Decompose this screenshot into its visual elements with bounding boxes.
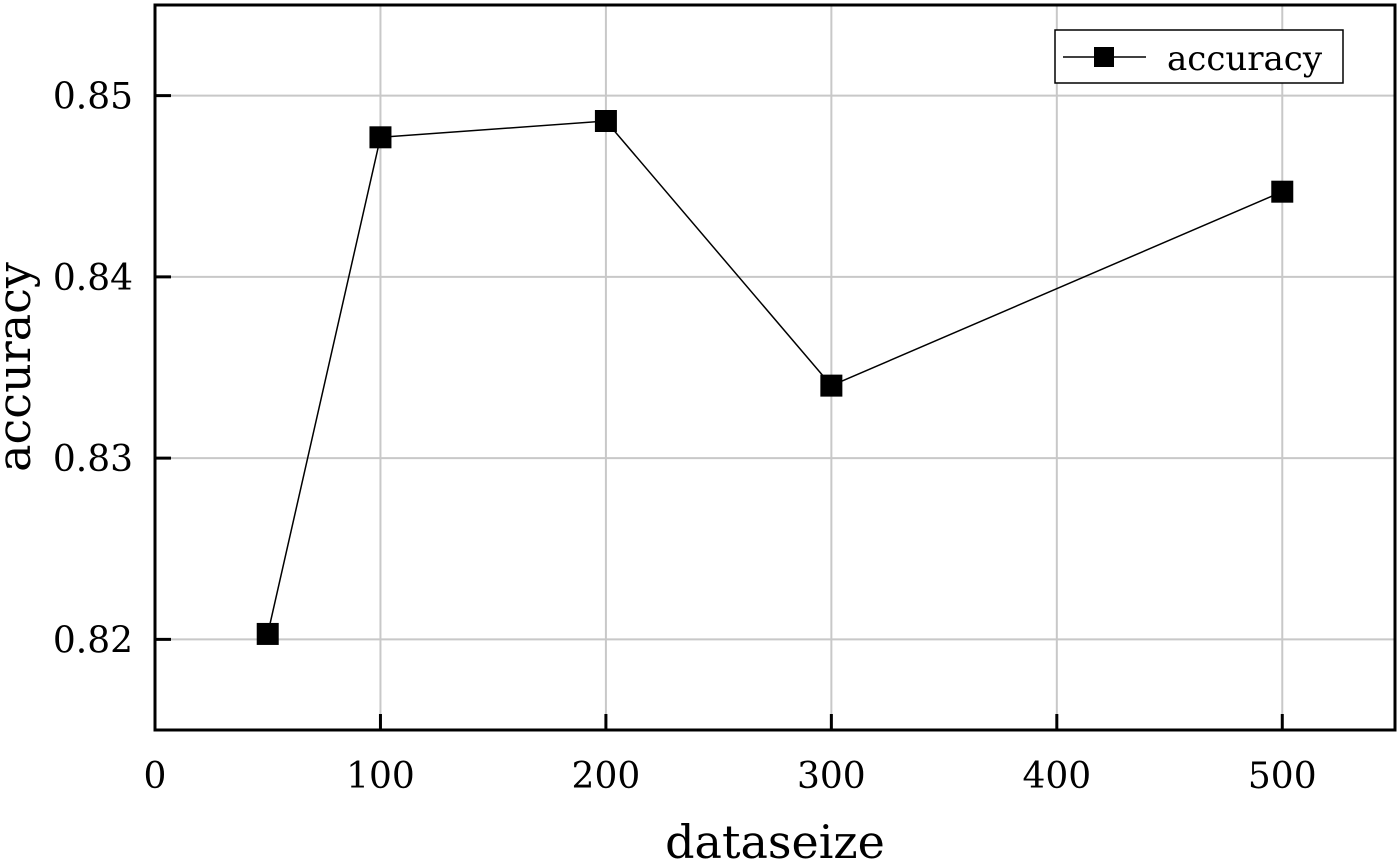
data-point-marker bbox=[256, 622, 279, 645]
x-axis-label: dataseize bbox=[665, 815, 885, 864]
y-tick-label: 0.84 bbox=[53, 258, 133, 299]
y-tick-label: 0.85 bbox=[53, 77, 133, 118]
x-tick-label: 400 bbox=[1022, 756, 1091, 797]
data-point-marker bbox=[820, 374, 843, 397]
grid-lines bbox=[155, 5, 1395, 730]
data-point-marker bbox=[369, 126, 392, 149]
legend-label-accuracy: accuracy bbox=[1167, 39, 1323, 79]
y-axis-label: accuracy bbox=[0, 262, 41, 472]
series-line-accuracy bbox=[266, 120, 1283, 635]
data-point-marker bbox=[594, 110, 617, 132]
x-tick-label: 200 bbox=[572, 756, 641, 797]
y-tick-label: 0.82 bbox=[53, 620, 133, 661]
legend: accuracy bbox=[1054, 29, 1344, 84]
plot-frame bbox=[153, 3, 1397, 732]
legend-box bbox=[1054, 29, 1344, 84]
y-tick-label: 0.83 bbox=[53, 439, 133, 480]
series-accuracy bbox=[256, 110, 1294, 645]
x-tick-label: 0 bbox=[144, 756, 167, 797]
x-tick-label: 500 bbox=[1248, 756, 1317, 797]
legend-marker-square bbox=[1094, 47, 1114, 67]
x-tick-label: 300 bbox=[797, 756, 866, 797]
x-tick-label: 100 bbox=[346, 756, 415, 797]
axis-ticks: 0 100 200 300 400 500 0.82 0.83 0.84 0.85 bbox=[53, 77, 1317, 797]
data-point-marker bbox=[1271, 180, 1294, 203]
